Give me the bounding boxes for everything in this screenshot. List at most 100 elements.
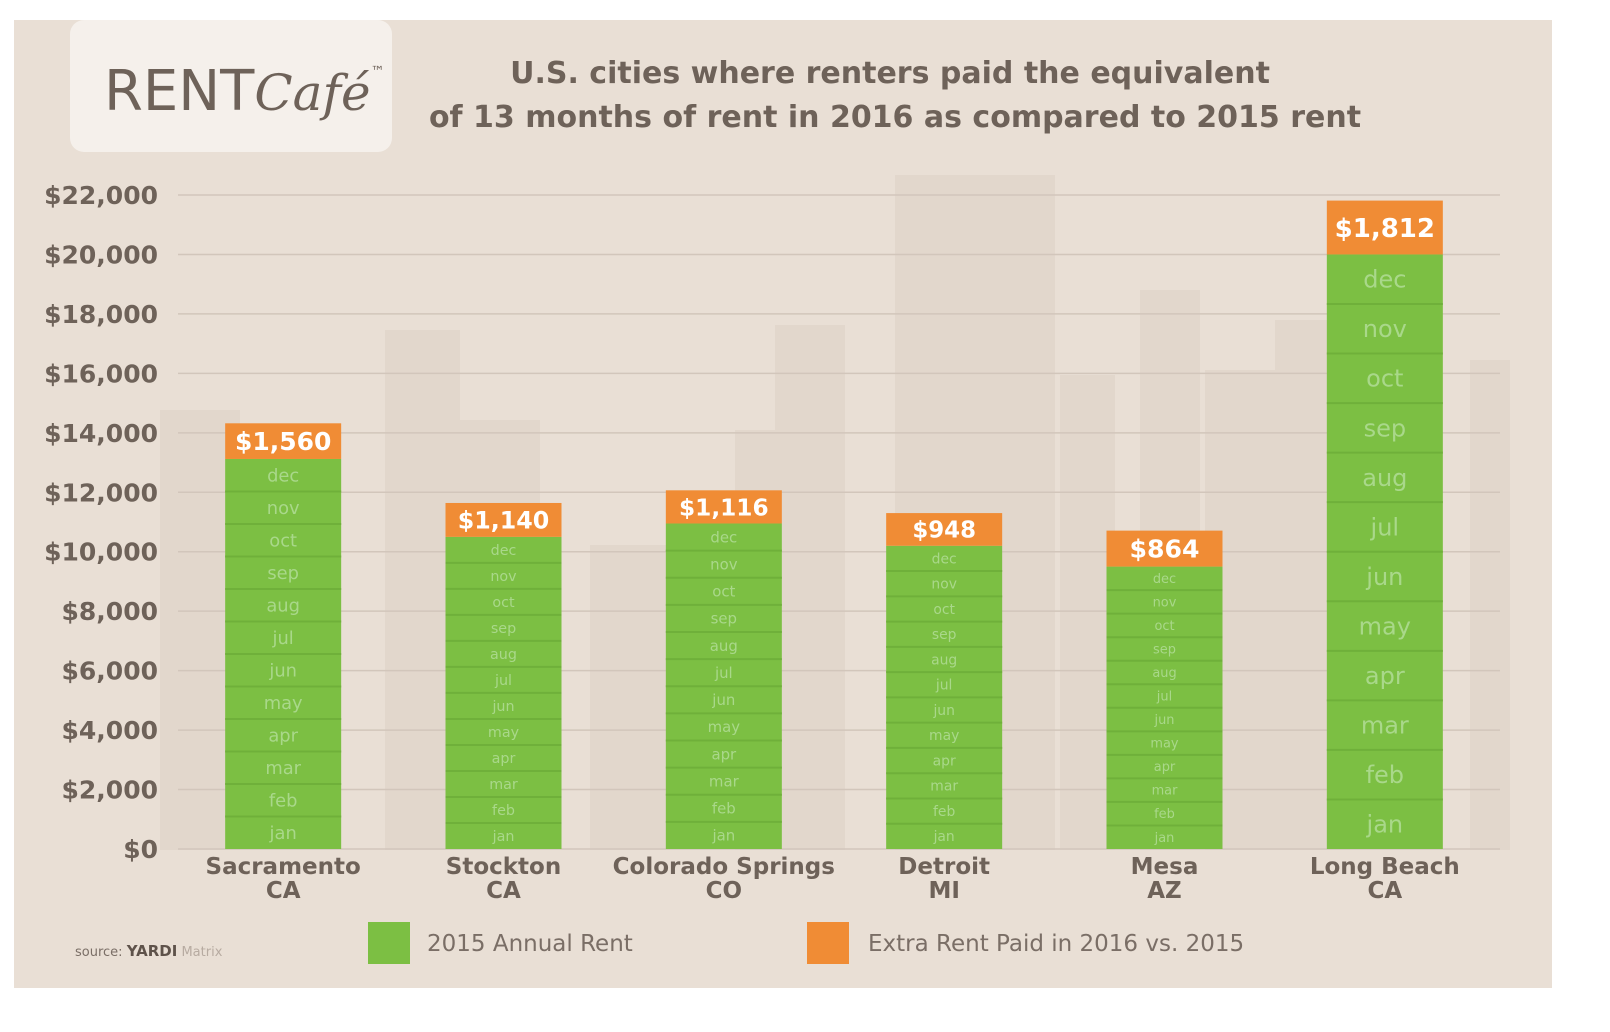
legend-swatch-extra-rent bbox=[807, 922, 849, 964]
data-label: $1,812 bbox=[1335, 214, 1435, 244]
month-label: apr bbox=[711, 745, 737, 763]
month-label: jul bbox=[714, 664, 733, 682]
month-label: aug bbox=[1362, 464, 1407, 492]
month-label: feb bbox=[933, 804, 955, 820]
month-label: may bbox=[1150, 737, 1179, 752]
month-label: nov bbox=[931, 577, 957, 593]
month-label: feb bbox=[1366, 761, 1404, 789]
month-label: may bbox=[1359, 612, 1411, 640]
chart-title-line-2: of 13 months of rent in 2016 as compared… bbox=[429, 100, 1361, 135]
month-label: oct bbox=[1154, 619, 1174, 634]
month-label: mar bbox=[930, 779, 958, 795]
month-label: jan bbox=[933, 829, 955, 845]
month-label: feb bbox=[269, 791, 298, 812]
category-label: Stockton bbox=[446, 854, 561, 880]
month-label: dec bbox=[1153, 572, 1176, 587]
legend-label-base-rent: 2015 Annual Rent bbox=[427, 931, 633, 957]
month-label: nov bbox=[490, 569, 517, 585]
month-label: feb bbox=[712, 800, 736, 818]
logo-tm: ™ bbox=[371, 64, 385, 80]
month-label: jan bbox=[711, 827, 735, 845]
month-label: jan bbox=[1366, 811, 1404, 839]
y-tick-label: $16,000 bbox=[44, 359, 158, 388]
month-label: mar bbox=[709, 772, 740, 790]
rentcafe-logo: RENTCafé™ bbox=[70, 20, 392, 152]
data-label: $1,140 bbox=[458, 506, 550, 534]
month-label: aug bbox=[1152, 666, 1176, 681]
category-label: Detroit bbox=[898, 854, 990, 880]
y-tick-label: $14,000 bbox=[44, 419, 158, 448]
bars: jan feb mar apr may jun jul aug sep oct nov dec $1,5… bbox=[225, 200, 1443, 850]
y-tick-label: $10,000 bbox=[44, 538, 158, 567]
month-label: may bbox=[264, 693, 303, 714]
source-note: source: YARDI Matrix bbox=[75, 942, 223, 960]
category-state: CA bbox=[266, 878, 301, 904]
legend: 2015 Annual Rent Extra Rent Paid in 2016… bbox=[368, 922, 1244, 964]
bar-extra-rent bbox=[665, 490, 782, 524]
month-label: jun bbox=[932, 703, 954, 719]
month-label: jan bbox=[492, 829, 515, 845]
month-label: aug bbox=[266, 595, 300, 616]
bar-group: jan feb mar apr may jun jul aug sep oct nov dec $1,8… bbox=[1326, 200, 1443, 850]
month-label: sep bbox=[1153, 642, 1176, 657]
month-label: aug bbox=[710, 637, 738, 655]
bar-group: jan feb mar apr may jun jul aug sep oct nov dec $1,5… bbox=[225, 423, 342, 849]
month-label: dec bbox=[491, 543, 517, 559]
y-axis-ticks: $0 $2,000 $4,000 $6,000 $8,000 $10,000 $12,000… bbox=[44, 181, 158, 864]
month-label: oct bbox=[933, 602, 955, 618]
y-tick-label: $8,000 bbox=[62, 597, 158, 626]
month-label: may bbox=[708, 718, 741, 736]
month-label: nov bbox=[1153, 595, 1177, 610]
month-label: jan bbox=[1154, 831, 1175, 846]
month-label: jun bbox=[491, 699, 514, 715]
category-label: Long Beach bbox=[1310, 854, 1460, 880]
source-prefix: source: bbox=[75, 945, 123, 960]
month-label: may bbox=[488, 725, 520, 741]
y-tick-label: $22,000 bbox=[44, 181, 158, 210]
month-label: sep bbox=[267, 563, 299, 584]
month-label: sep bbox=[932, 627, 957, 643]
source-brand: YARDI bbox=[126, 942, 178, 960]
month-label: jul bbox=[272, 628, 294, 649]
month-label: oct bbox=[712, 583, 735, 601]
month-label: mar bbox=[1152, 784, 1179, 799]
month-label: mar bbox=[489, 777, 518, 793]
source-product: Matrix bbox=[181, 945, 222, 960]
category-state: CA bbox=[1367, 878, 1402, 904]
category-label: Colorado Springs bbox=[613, 854, 835, 880]
y-tick-label: $2,000 bbox=[62, 776, 158, 805]
month-label: jun bbox=[711, 691, 735, 709]
logo-main: RENT bbox=[104, 59, 255, 124]
y-tick-label: $0 bbox=[123, 835, 158, 864]
category-label: Sacramento bbox=[206, 854, 361, 880]
month-label: apr bbox=[1154, 760, 1176, 775]
month-label: jul bbox=[494, 673, 512, 689]
y-tick-label: $4,000 bbox=[62, 716, 158, 745]
legend-swatch-base-rent bbox=[368, 922, 410, 964]
month-label: nov bbox=[1363, 315, 1407, 343]
bar-group: jan feb mar apr may jun jul aug sep oct nov dec $948 bbox=[886, 513, 1003, 849]
month-label: nov bbox=[710, 555, 738, 573]
month-label: apr bbox=[1365, 662, 1405, 690]
category-state: CO bbox=[706, 878, 742, 904]
month-label: dec bbox=[932, 551, 957, 567]
month-label: sep bbox=[1364, 414, 1407, 442]
month-label: sep bbox=[711, 610, 737, 628]
category-label: Mesa bbox=[1131, 854, 1199, 880]
bar-group: jan feb mar apr may jun jul aug sep oct nov dec $864 bbox=[1106, 530, 1223, 849]
month-label: feb bbox=[492, 803, 515, 819]
month-label: oct bbox=[1366, 365, 1403, 393]
bar-group: jan feb mar apr may jun jul aug sep oct nov dec $1,1… bbox=[665, 490, 782, 849]
y-tick-label: $6,000 bbox=[62, 657, 158, 686]
bar-extra-rent bbox=[886, 513, 1003, 546]
month-label: nov bbox=[267, 498, 300, 519]
chart-title-line-1: U.S. cities where renters paid the equiv… bbox=[510, 56, 1270, 91]
month-label: aug bbox=[490, 647, 517, 663]
month-label: jul bbox=[1370, 513, 1400, 541]
month-label: jul bbox=[935, 678, 953, 694]
month-label: apr bbox=[268, 726, 298, 747]
month-label: jun bbox=[1365, 563, 1403, 591]
month-label: dec bbox=[267, 465, 299, 486]
